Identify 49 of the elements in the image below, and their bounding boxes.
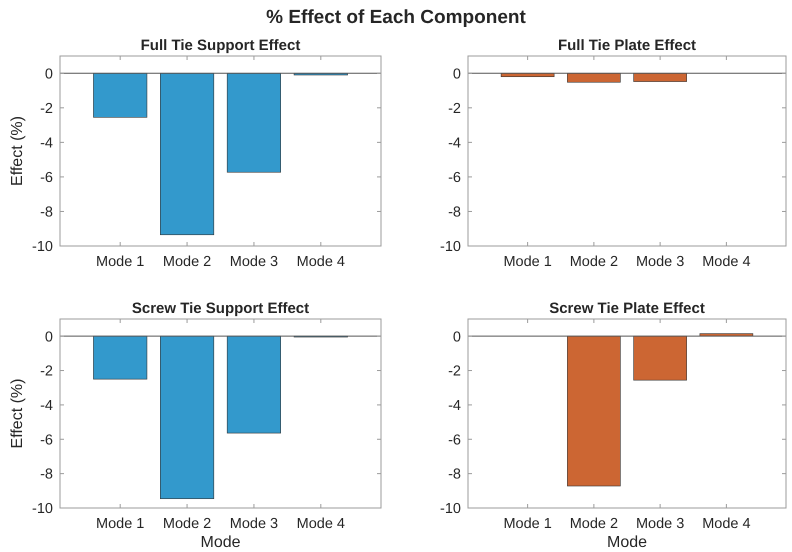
x-tick-label: Mode 1 [503, 516, 552, 532]
x-tick-label: Mode 4 [702, 254, 751, 270]
y-tick-label: -8 [448, 204, 461, 221]
x-tick-label: Mode 2 [162, 516, 212, 532]
y-axis-title: Effect (%) [9, 378, 26, 448]
text: % Effect of Each Component [266, 7, 527, 28]
y-tick-label: -6 [448, 170, 461, 186]
x-tick-label: Mode 4 [702, 516, 751, 532]
y-tick-label: -10 [32, 239, 53, 256]
y-tick-label: 0 [44, 66, 53, 82]
x-tick-label: Mode 2 [570, 516, 618, 532]
y-tick-label: -10 [440, 239, 461, 256]
y-tick-label: -2 [448, 364, 461, 380]
chart-title: Screw Tie Support Effect [132, 300, 310, 317]
y-tick-label: -2 [448, 100, 461, 117]
y-tick-label: -2 [40, 364, 53, 380]
chart-title: Screw Tie Plate Effect [549, 300, 705, 317]
x-tick-label: Mode 2 [162, 254, 212, 270]
chart-title: Full Tie Plate Effect [558, 37, 696, 54]
y-tick-label: -10 [440, 501, 461, 518]
x-tick-label: Mode 3 [230, 516, 278, 532]
x-tick-label: Mode 1 [96, 254, 144, 270]
y-tick-label: -8 [448, 466, 461, 483]
y-tick-label: -2 [40, 100, 53, 117]
x-tick-label: Mode 4 [296, 516, 345, 532]
x-tick-label: Mode 3 [636, 516, 684, 532]
y-axis-title: Effect (%) [9, 116, 26, 186]
x-tick-label: Mode 4 [296, 254, 345, 270]
y-tick-label: -4 [40, 135, 53, 152]
x-axis-title: Mode [200, 534, 241, 551]
y-tick-label: -4 [448, 135, 461, 152]
y-tick-label: 0 [44, 329, 53, 346]
x-tick-label: Mode 2 [570, 254, 618, 270]
x-tick-label: Mode 1 [96, 516, 144, 532]
x-tick-label: Mode 3 [230, 254, 278, 270]
y-tick-label: 0 [452, 66, 461, 82]
y-tick-label: -6 [40, 170, 53, 186]
chart-title: Full Tie Support Effect [140, 37, 300, 54]
y-tick-label: -4 [448, 398, 461, 414]
x-tick-label: Mode 1 [503, 254, 552, 270]
y-tick-label: -6 [40, 432, 53, 448]
y-tick-label: -6 [448, 432, 461, 448]
y-tick-label: 0 [452, 329, 461, 346]
y-tick-label: -8 [40, 204, 53, 221]
y-tick-label: -4 [40, 398, 53, 414]
y-tick-label: -10 [32, 501, 53, 518]
x-tick-label: Mode 3 [636, 254, 684, 270]
y-tick-label: -8 [40, 466, 53, 483]
x-axis-title: Mode [606, 534, 648, 551]
